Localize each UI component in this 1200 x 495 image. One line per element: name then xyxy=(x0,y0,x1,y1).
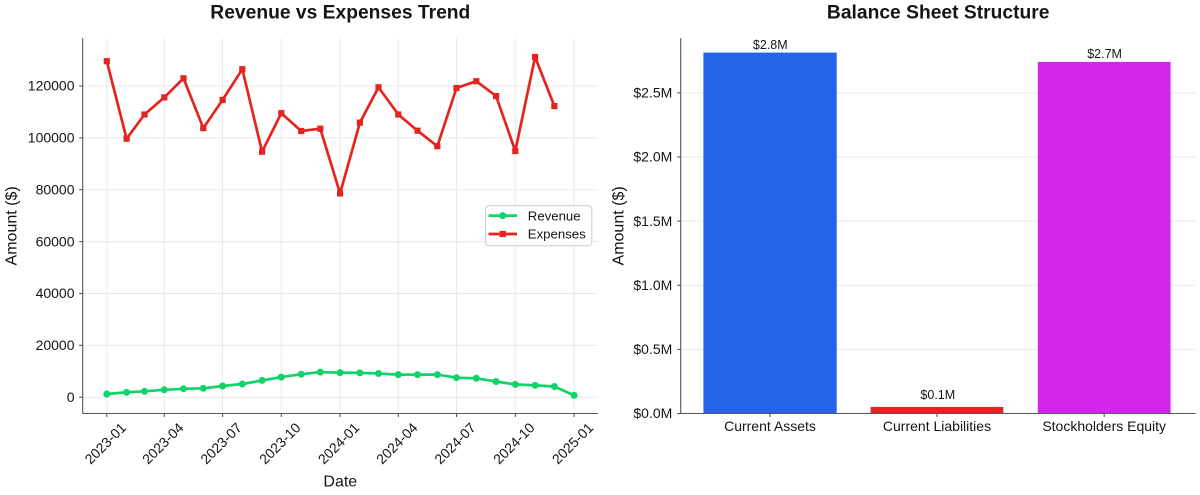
svg-text:$1.0M: $1.0M xyxy=(633,277,672,293)
svg-text:Stockholders Equity: Stockholders Equity xyxy=(1042,418,1166,434)
svg-text:$0.0M: $0.0M xyxy=(633,405,672,421)
svg-text:Current Liabilities: Current Liabilities xyxy=(883,418,991,434)
svg-text:Amount ($): Amount ($) xyxy=(611,186,628,265)
svg-text:Revenue vs Expenses Trend: Revenue vs Expenses Trend xyxy=(210,3,470,24)
svg-text:20000: 20000 xyxy=(36,337,75,353)
svg-text:$2.0M: $2.0M xyxy=(633,149,672,165)
svg-text:Balance Sheet Structure: Balance Sheet Structure xyxy=(827,3,1050,24)
svg-text:$0.1M: $0.1M xyxy=(920,388,955,402)
svg-text:$1.5M: $1.5M xyxy=(633,213,672,229)
svg-text:0: 0 xyxy=(67,389,75,405)
svg-text:40000: 40000 xyxy=(36,285,75,301)
svg-text:60000: 60000 xyxy=(36,233,75,249)
svg-text:Date: Date xyxy=(323,473,357,490)
svg-text:$2.7M: $2.7M xyxy=(1087,47,1122,61)
svg-text:80000: 80000 xyxy=(36,181,75,197)
svg-text:Amount ($): Amount ($) xyxy=(4,186,21,265)
svg-text:Current Assets: Current Assets xyxy=(724,418,816,434)
svg-text:Expenses: Expenses xyxy=(528,227,586,242)
svg-text:$0.5M: $0.5M xyxy=(633,341,672,357)
svg-text:$2.8M: $2.8M xyxy=(753,38,788,52)
svg-text:100000: 100000 xyxy=(28,130,75,146)
svg-text:$2.5M: $2.5M xyxy=(633,85,672,101)
svg-text:Revenue: Revenue xyxy=(528,208,581,223)
svg-text:120000: 120000 xyxy=(28,78,75,94)
